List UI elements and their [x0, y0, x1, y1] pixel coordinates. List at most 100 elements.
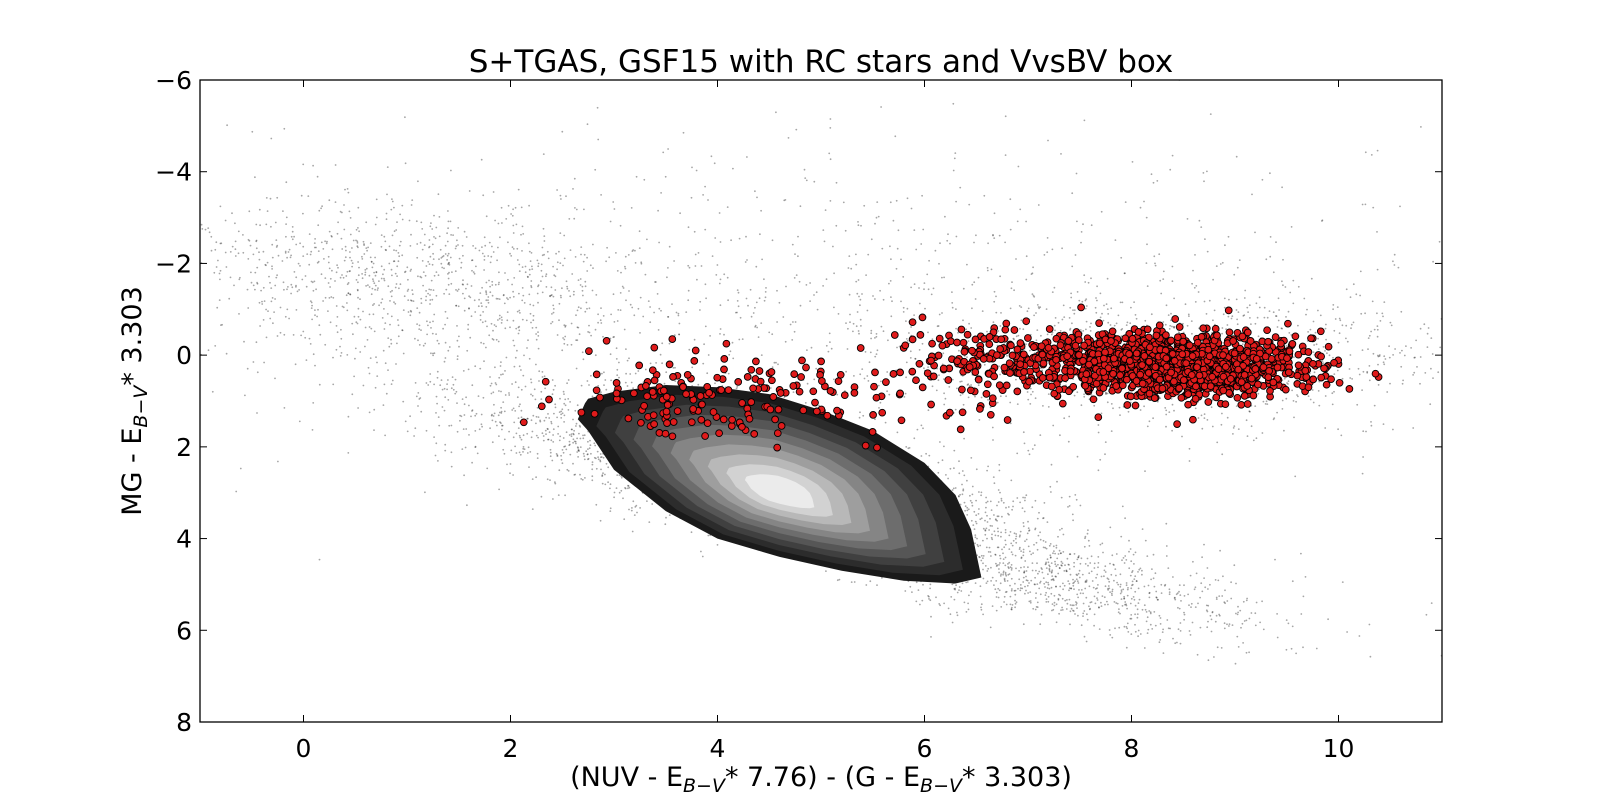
background-point	[1173, 297, 1175, 300]
background-point	[315, 246, 317, 249]
background-point	[382, 273, 384, 276]
background-point	[473, 272, 476, 275]
background-point	[510, 213, 512, 215]
background-point	[719, 328, 722, 330]
background-point	[1341, 377, 1344, 380]
background-point	[1051, 331, 1054, 334]
background-point	[504, 370, 506, 372]
background-point	[300, 194, 303, 197]
background-point	[1193, 588, 1196, 591]
background-point	[339, 345, 341, 348]
background-point	[616, 270, 619, 272]
background-point	[1011, 544, 1014, 547]
background-point	[992, 439, 994, 441]
background-point	[815, 291, 818, 294]
background-point	[1209, 113, 1212, 115]
background-point	[1131, 583, 1134, 586]
background-point	[1060, 564, 1063, 567]
background-point	[1025, 570, 1028, 572]
background-point	[1075, 603, 1078, 606]
background-point	[573, 290, 575, 293]
background-point	[1043, 582, 1046, 585]
background-point	[1054, 563, 1057, 566]
background-point	[1099, 292, 1102, 295]
background-point	[980, 494, 982, 497]
background-point	[628, 357, 630, 360]
background-point	[882, 330, 885, 333]
background-point	[1068, 495, 1071, 498]
background-point	[640, 261, 643, 264]
background-point	[1036, 601, 1039, 604]
background-point	[1107, 603, 1109, 606]
background-point	[578, 450, 580, 452]
background-point	[1095, 576, 1097, 579]
background-point	[1376, 328, 1379, 331]
background-point	[1052, 424, 1055, 427]
background-point	[1045, 591, 1047, 594]
background-point	[978, 491, 980, 493]
background-point	[543, 253, 545, 256]
background-point	[693, 230, 696, 233]
background-point	[456, 358, 459, 361]
background-point	[421, 248, 424, 251]
background-point	[1084, 299, 1087, 302]
background-point	[643, 178, 646, 181]
background-point	[1207, 620, 1209, 623]
background-point	[627, 487, 629, 490]
background-point	[1284, 286, 1287, 288]
background-point	[269, 281, 271, 284]
background-point	[937, 461, 940, 464]
background-point	[1337, 341, 1340, 344]
background-point	[1029, 387, 1032, 390]
background-point	[572, 418, 574, 421]
background-point	[896, 247, 899, 250]
background-point	[510, 449, 513, 452]
background-point	[325, 242, 328, 245]
background-point	[495, 383, 498, 386]
background-point	[277, 460, 279, 463]
background-point	[1013, 338, 1015, 341]
background-point	[247, 258, 250, 260]
background-point	[985, 582, 988, 584]
background-point	[369, 357, 372, 359]
background-point	[1023, 571, 1026, 574]
background-point	[210, 235, 213, 238]
background-point	[1049, 556, 1052, 559]
background-point	[518, 309, 521, 312]
background-point	[980, 491, 983, 494]
background-point	[505, 218, 508, 220]
background-point	[1119, 585, 1122, 588]
background-point	[574, 473, 577, 476]
background-point	[468, 307, 470, 309]
background-point	[418, 324, 421, 327]
background-point	[1225, 328, 1227, 331]
background-point	[806, 382, 809, 385]
background-point	[440, 262, 443, 265]
background-point	[754, 190, 756, 193]
background-point	[1207, 588, 1209, 590]
background-point	[497, 319, 499, 321]
background-point	[738, 237, 741, 240]
background-point	[771, 366, 774, 369]
background-point	[448, 346, 451, 348]
background-point	[315, 288, 317, 291]
background-point	[519, 436, 522, 439]
background-point	[1262, 400, 1265, 403]
background-point	[463, 414, 466, 416]
background-point	[372, 278, 374, 281]
background-point	[1412, 374, 1414, 376]
background-point	[935, 389, 938, 392]
background-point	[859, 298, 862, 301]
background-point	[1178, 590, 1180, 593]
background-point	[577, 447, 579, 449]
background-point	[1009, 595, 1012, 598]
background-point	[1345, 288, 1348, 291]
background-point	[1052, 579, 1055, 582]
background-point	[613, 208, 616, 210]
background-point	[1138, 568, 1141, 571]
background-point	[1179, 622, 1182, 624]
background-point	[982, 562, 984, 565]
background-point	[1085, 298, 1088, 300]
background-point	[401, 218, 404, 221]
background-point	[586, 453, 589, 455]
